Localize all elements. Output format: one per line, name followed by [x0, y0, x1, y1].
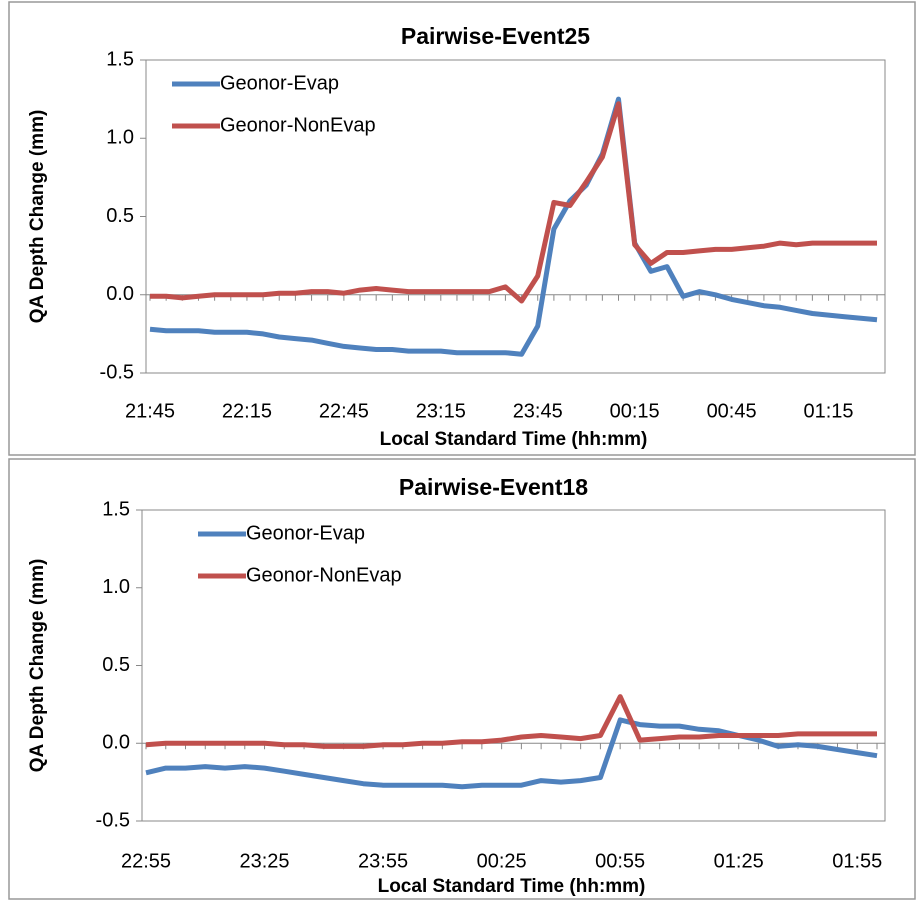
y-axis-title: QA Depth Change (mm) [27, 110, 48, 324]
y-tick-label: 1.5 [102, 498, 130, 520]
x-tick-label: 00:25 [477, 850, 527, 872]
x-tick-label: 01:55 [832, 850, 882, 872]
data-line [145, 717, 878, 790]
x-tick-label: 21:45 [125, 400, 175, 422]
panel-border [8, 1, 916, 456]
chart-title: Pairwise-Event25 [401, 23, 590, 49]
x-tick-label: 22:45 [319, 400, 369, 422]
x-tick-label: 23:55 [358, 850, 408, 872]
x-axis-title: Local Standard Time (hh:mm) [380, 429, 648, 450]
y-tick-label: 0.5 [102, 654, 130, 676]
chart-title: Pairwise-Event18 [399, 474, 588, 500]
x-tick-label: 22:15 [222, 400, 272, 422]
panel-border [8, 458, 916, 900]
plot-area [145, 59, 886, 374]
y-tick-label: -0.5 [100, 361, 134, 383]
x-tick-label: 01:15 [804, 400, 854, 422]
y-axis-title: QA Depth Change (mm) [27, 559, 48, 773]
x-tick-label: 00:45 [707, 400, 757, 422]
y-tick-label: 0.5 [106, 205, 134, 227]
x-tick-label: 23:45 [513, 400, 563, 422]
y-tick-label: 1.5 [106, 48, 134, 70]
y-tick-label: 1.0 [102, 576, 130, 598]
x-tick-label: 00:15 [610, 400, 660, 422]
legend-label: Geonor-Evap [220, 72, 339, 94]
y-tick-label: 0.0 [106, 283, 134, 305]
plot-area [141, 509, 886, 822]
legend-label: Geonor-NonEvap [246, 564, 402, 586]
y-tick-label: 1.0 [106, 127, 134, 149]
y-tick-label: -0.5 [96, 809, 130, 831]
data-line [149, 96, 878, 357]
x-tick-label: 01:25 [714, 850, 764, 872]
x-tick-label: 00:55 [595, 850, 645, 872]
legend-label: Geonor-Evap [246, 522, 365, 544]
data-line [145, 694, 877, 749]
x-tick-label: 23:25 [240, 850, 290, 872]
data-line [150, 101, 877, 304]
y-tick-label: 0.0 [102, 732, 130, 754]
x-axis-title: Local Standard Time (hh:mm) [378, 876, 646, 897]
x-tick-label: 22:55 [121, 850, 171, 872]
x-tick-label: 23:15 [416, 400, 466, 422]
legend-label: Geonor-NonEvap [220, 114, 376, 136]
